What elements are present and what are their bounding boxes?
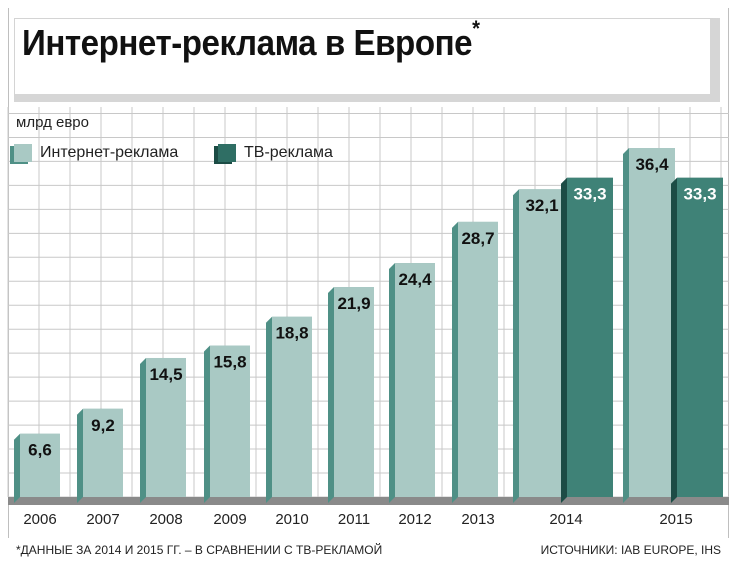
legend-label-internet: Интернет-реклама [40,144,179,161]
legend-swatch-internet [14,144,32,162]
data-label-internet-2011: 21,9 [337,294,370,313]
bar-tv-2015-side [671,177,677,503]
bar-internet-2014-side [513,189,519,503]
data-label-internet-2015: 36,4 [635,155,669,174]
x-tick-label-2010: 2010 [275,511,308,528]
bar-internet-2011 [334,287,374,497]
bar-internet-2012 [395,263,435,497]
legend-label-tv: ТВ-реклама [244,144,333,161]
bar-internet-2015 [629,148,675,497]
data-label-internet-2014: 32,1 [525,196,558,215]
x-tick-label-2006: 2006 [23,511,56,528]
legend-item-tv: ТВ-реклама [218,144,333,162]
title-box [14,18,720,102]
x-tick-label-2015: 2015 [659,511,692,528]
bar-internet-2008-side [140,357,146,503]
bar-internet-2013 [458,221,498,498]
legend-swatch-tv [218,144,236,162]
bar-internet-2009 [210,345,250,497]
bar-internet-2010 [272,316,312,497]
data-label-tv-2015: 33,3 [683,185,716,204]
bar-internet-2008 [146,357,186,497]
chart-baseline [8,497,729,505]
bar-tv-2014-side [561,177,567,503]
x-tick-label-2013: 2013 [461,511,494,528]
data-label-internet-2012: 24,4 [398,270,432,289]
bar-internet-2012-side [389,263,395,503]
bar-internet-2006-side [14,433,20,503]
y-axis-unit-label: млрд евро [16,114,89,131]
bar-internet-2009-side [204,345,210,503]
x-tick-label-2009: 2009 [213,511,246,528]
title-footnote-mark: * [472,16,480,41]
footnote: *ДАННЫЕ ЗА 2014 И 2015 ГГ. – В СРАВНЕНИИ… [16,543,383,557]
data-label-internet-2009: 15,8 [213,353,246,372]
bar-internet-2015-side [623,148,629,503]
x-tick-label-2011: 2011 [338,511,370,528]
source-note: ИСТОЧНИКИ: IAB EUROPE, IHS [540,543,721,557]
bar-tv-2014 [567,177,613,497]
legend-item-internet: Интернет-реклама [14,144,178,162]
data-label-internet-2008: 14,5 [149,365,182,384]
data-label-internet-2013: 28,7 [461,229,494,248]
bar-internet-2010-side [266,316,272,503]
chart-title: Интернет-реклама в Европе* [22,16,480,63]
data-label-internet-2007: 9,2 [91,416,115,435]
bar-internet-2007 [83,408,123,497]
x-tick-label-2008: 2008 [149,511,182,528]
x-tick-label-2012: 2012 [398,511,431,528]
data-label-internet-2006: 6,6 [28,441,52,460]
bar-internet-2007-side [77,408,83,503]
bar-tv-2015 [677,177,723,497]
data-label-tv-2014: 33,3 [573,185,606,204]
x-tick-label-2007: 2007 [86,511,119,528]
x-tick-label-2014: 2014 [549,511,582,528]
data-label-internet-2010: 18,8 [275,324,308,343]
bar-internet-2013-side [452,221,458,504]
bar-internet-2011-side [328,287,334,503]
bar-internet-2006 [20,433,60,497]
bar-internet-2014 [519,189,565,497]
